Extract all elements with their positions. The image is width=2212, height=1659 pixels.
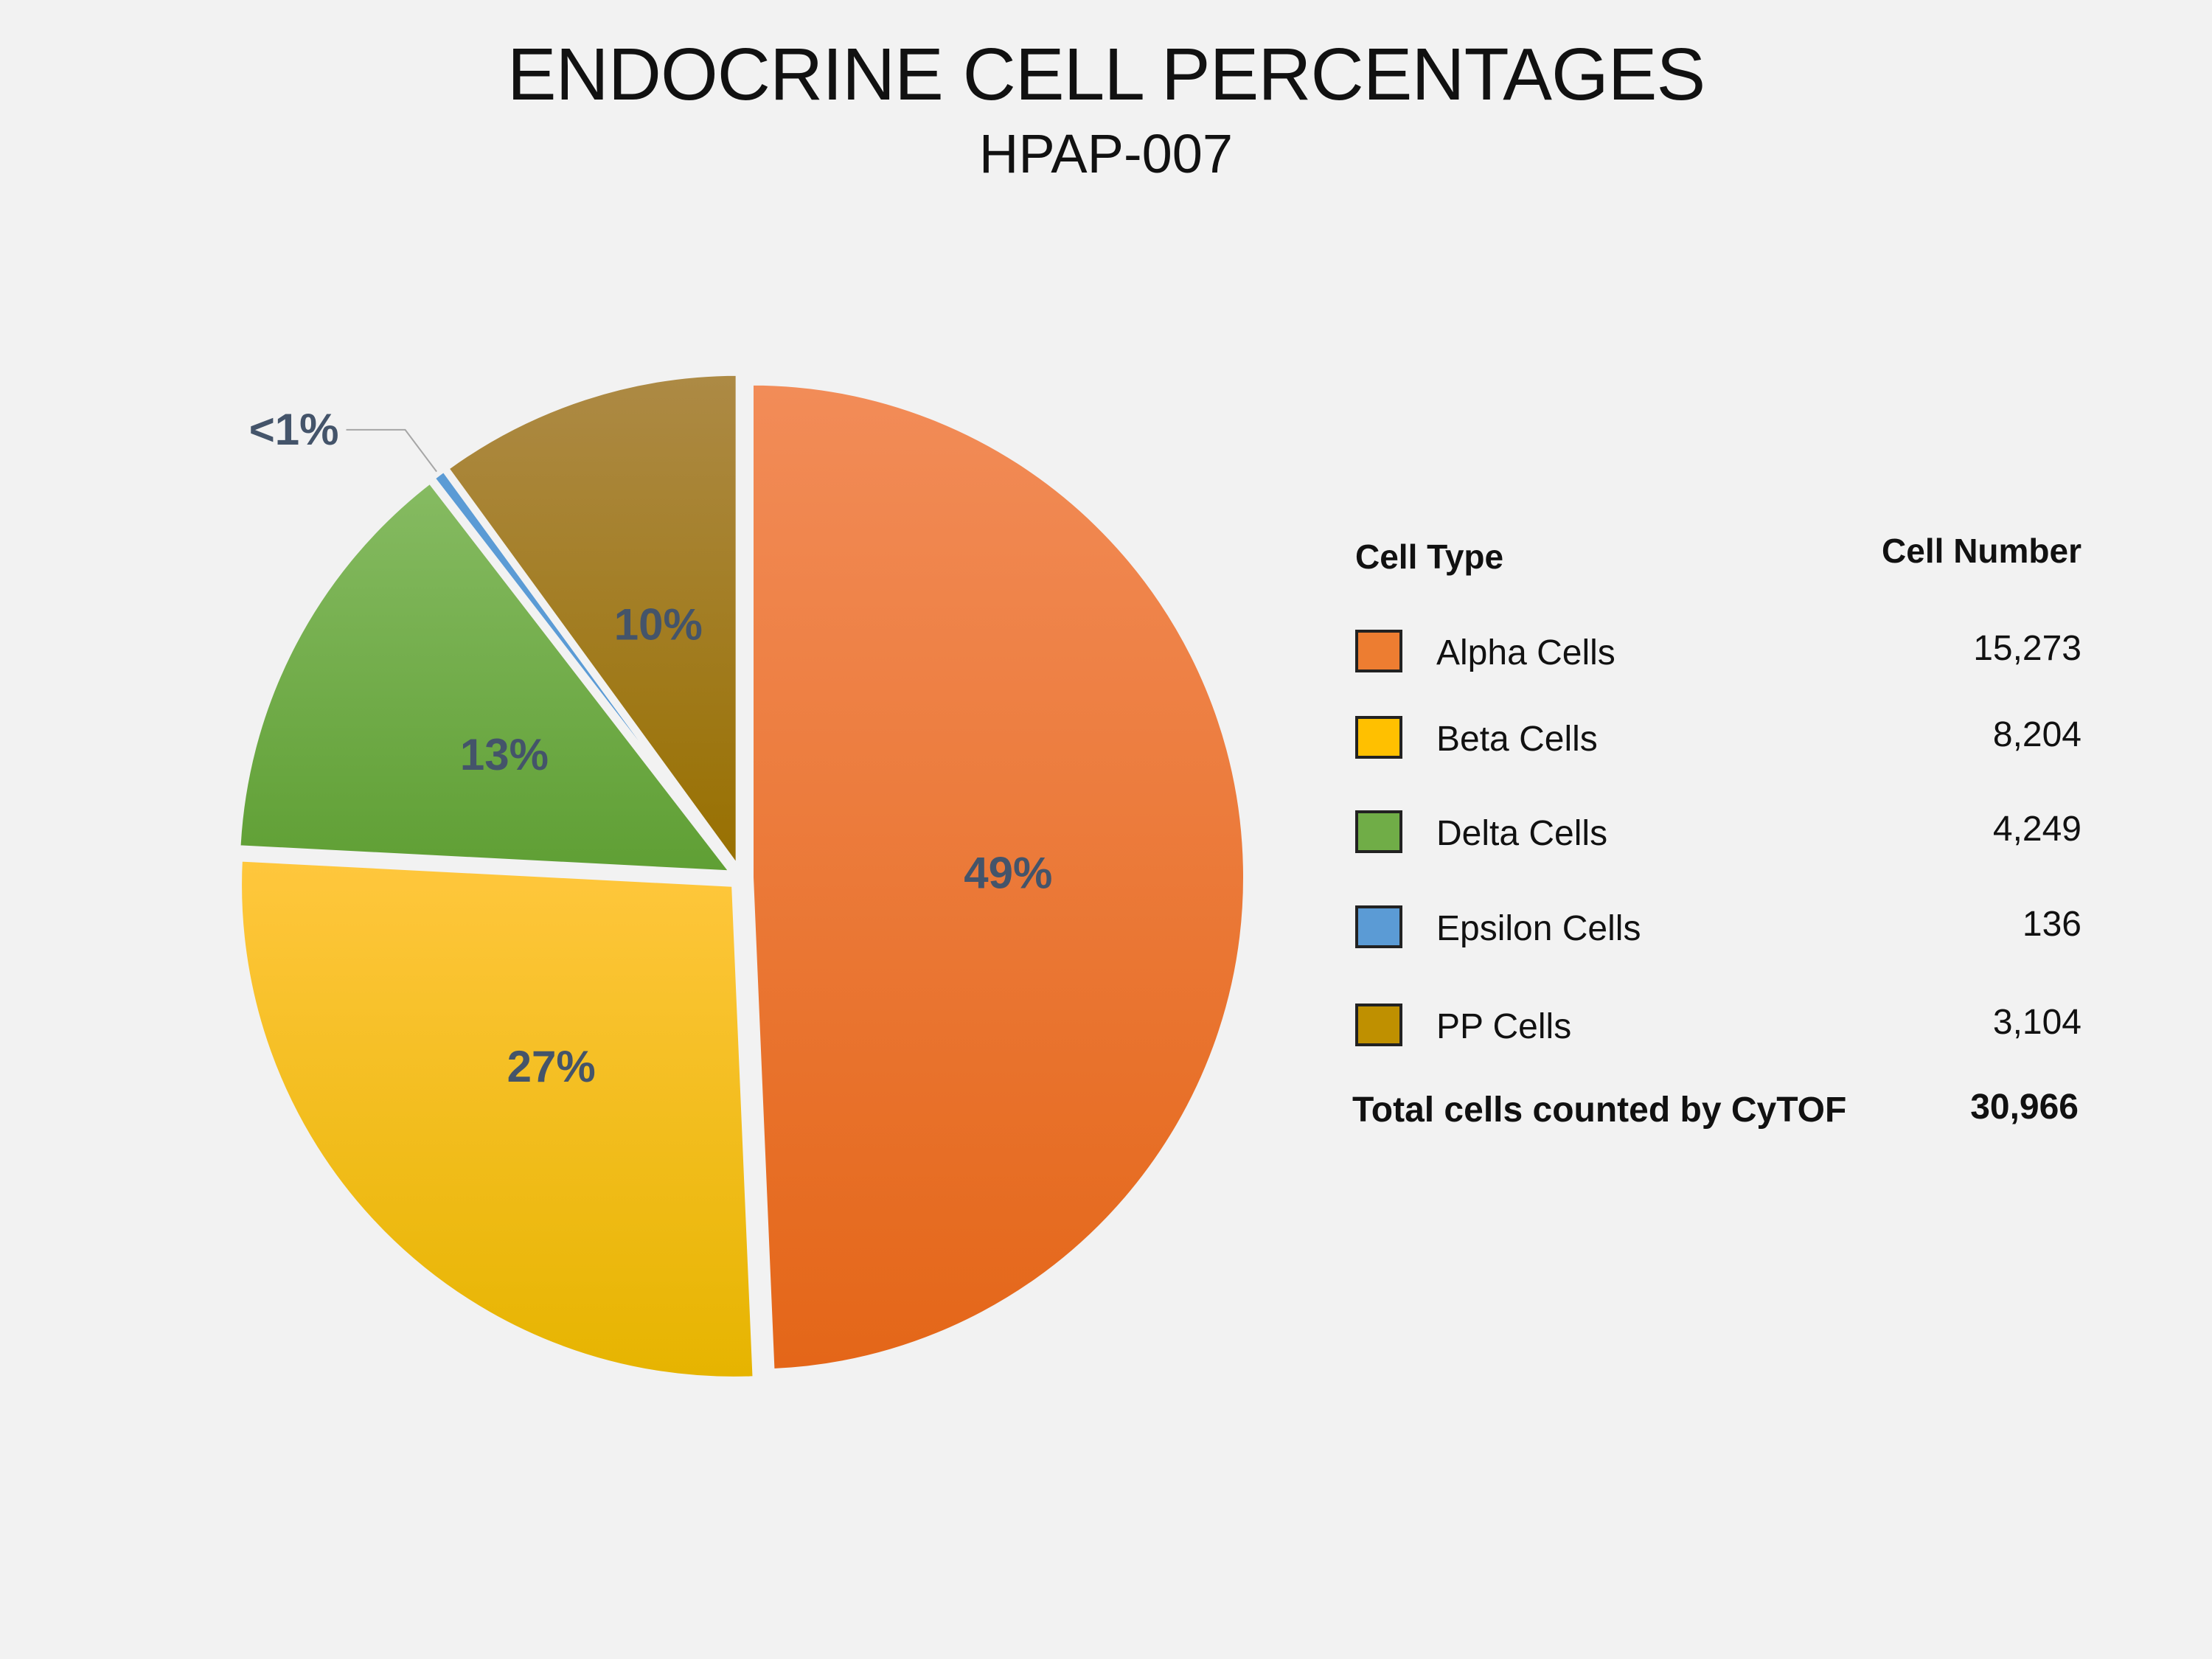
epsilon-label: Epsilon Cells xyxy=(1436,909,1641,948)
cell-number-header: Cell Number xyxy=(1882,532,2081,570)
chart-subtitle: HPAP-007 xyxy=(978,123,1234,184)
cell-type-header: Cell Type xyxy=(1355,538,1504,576)
pie-label-delta-cells: 13% xyxy=(460,730,549,779)
beta-label: Beta Cells xyxy=(1436,720,1598,759)
pie-label-pp-cells: 10% xyxy=(614,599,703,649)
total-label: Total cells counted by CyTOF xyxy=(1352,1091,1847,1130)
pie-slice-alpha-cells xyxy=(749,380,1248,1374)
pie-label-epsilon-cells: <1% xyxy=(249,405,339,454)
delta-value: 4,249 xyxy=(1992,810,2081,849)
delta-label: Delta Cells xyxy=(1436,814,1608,853)
pie-slice-pp-cells xyxy=(445,371,740,870)
leader-line-epsilon-cells xyxy=(346,428,437,473)
alpha-label: Alpha Cells xyxy=(1436,633,1615,672)
legend-row-beta: Beta Cells 8,204 xyxy=(1355,715,2081,768)
beta-value: 8,204 xyxy=(1992,715,2081,754)
alpha-swatch xyxy=(1355,630,1402,672)
legend-row-alpha: Alpha Cells 15,273 xyxy=(1355,629,2081,681)
legend-row-epsilon: Epsilon Cells 136 xyxy=(1355,905,2081,957)
legend-row-delta: Delta Cells 4,249 xyxy=(1355,810,2081,862)
pie-label-beta-cells: 27% xyxy=(507,1042,596,1091)
pp-swatch xyxy=(1355,1004,1402,1046)
alpha-value: 15,273 xyxy=(1973,629,2081,668)
pp-label: PP Cells xyxy=(1436,1007,1572,1046)
pie-slice-beta-cells xyxy=(237,857,757,1381)
chart-title: ENDOCRINE CELL PERCENTAGES xyxy=(507,33,1705,116)
pp-value: 3,104 xyxy=(1992,1003,2081,1042)
pie-slice-delta-cells xyxy=(236,479,734,875)
pie-label-alpha-cells: 49% xyxy=(964,848,1052,897)
legend-row-pp: PP Cells 3,104 xyxy=(1355,1003,2081,1055)
total-row: Total cells counted by CyTOF 30,966 xyxy=(1352,1088,2079,1141)
total-value: 30,966 xyxy=(1970,1088,2079,1127)
beta-swatch xyxy=(1355,716,1402,759)
epsilon-swatch xyxy=(1355,905,1402,948)
epsilon-value: 136 xyxy=(2022,905,2081,944)
pie-slice-epsilon-cells xyxy=(431,467,737,872)
delta-swatch xyxy=(1355,810,1402,853)
